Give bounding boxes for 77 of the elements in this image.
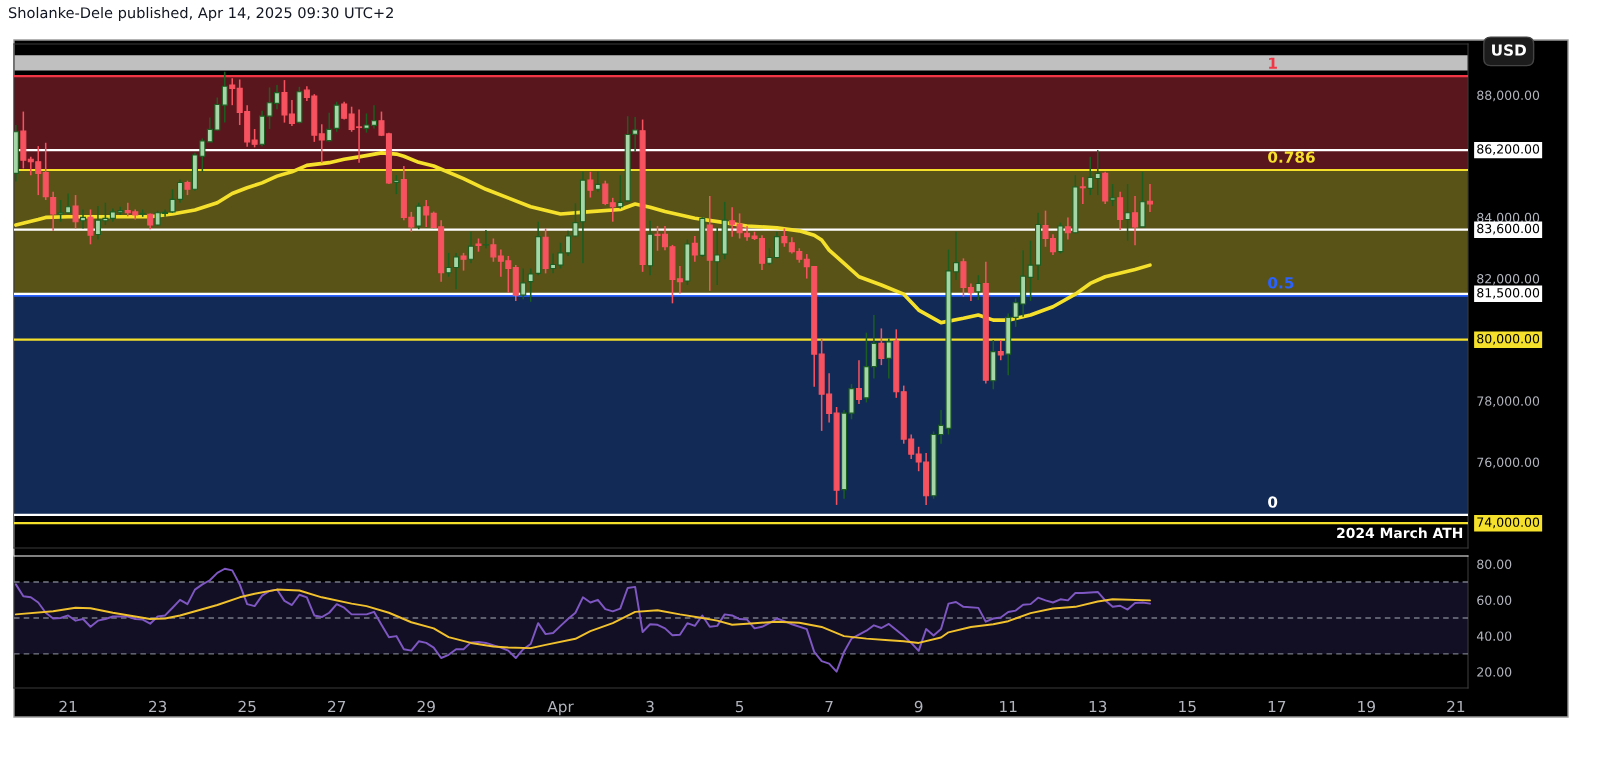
ref-line-label: 81,500.00 <box>1477 288 1540 299</box>
candlestick <box>1146 183 1153 213</box>
y-tick-label: 40.00 <box>1476 631 1512 641</box>
x-tick-label: 17 <box>1268 700 1286 713</box>
candlestick <box>482 229 489 250</box>
candlestick <box>975 274 982 301</box>
candlestick <box>997 339 1004 361</box>
annotation: 0.786 <box>1268 151 1315 163</box>
candlestick <box>423 199 430 228</box>
candlestick <box>1117 190 1124 231</box>
y-tick-label: 60.00 <box>1477 595 1512 605</box>
x-tick-label: 11 <box>1000 700 1017 713</box>
candlestick <box>326 112 333 143</box>
candlestick <box>1087 156 1094 196</box>
x-tick-label: 21 <box>1447 700 1465 713</box>
candlestick <box>878 327 885 366</box>
annotation: 0 <box>1268 496 1278 508</box>
candlestick <box>520 267 527 301</box>
candlestick <box>855 359 862 405</box>
candlestick <box>609 197 616 223</box>
y-tick-label: 76,000.00 <box>1477 457 1540 469</box>
x-tick-label: 7 <box>825 700 833 713</box>
candlestick <box>714 226 721 286</box>
x-tick-label: 15 <box>1179 700 1196 713</box>
x-tick-label: 29 <box>417 700 435 713</box>
candlestick <box>87 208 94 246</box>
candlestick <box>50 190 57 232</box>
x-tick-label: 5 <box>735 700 744 713</box>
annotation: 0.5 <box>1268 277 1294 289</box>
y-axis-title: USD <box>1492 44 1526 56</box>
candlestick <box>781 227 788 248</box>
candlestick <box>1079 176 1086 205</box>
annotation: 1 <box>1269 57 1277 69</box>
candlestick <box>691 235 698 263</box>
x-tick-label: 21 <box>59 700 77 713</box>
candlestick <box>1094 149 1101 196</box>
line-series <box>14 567 1151 673</box>
candlestick <box>617 174 624 210</box>
candlestick <box>1132 195 1139 246</box>
y-tick-label: 78,000.00 <box>1477 396 1540 408</box>
candlestick <box>587 171 594 199</box>
y-tick-label: 88,000.00 <box>1477 90 1540 102</box>
candlestick <box>602 179 609 206</box>
candlestick <box>318 123 325 164</box>
line-series <box>14 588 1151 650</box>
candlestick <box>72 194 79 230</box>
x-tick-label: 25 <box>238 700 256 713</box>
candlestick <box>333 101 340 133</box>
y-tick-label: 20.00 <box>1477 667 1512 677</box>
ref-line-label: 74,000.00 <box>1477 517 1540 529</box>
x-tick-label: 13 <box>1089 700 1107 713</box>
ref-line-label: 83,600.00 <box>1477 223 1540 235</box>
x-tick-label: 19 <box>1358 700 1375 713</box>
annotation: 2024 March ATH <box>1337 527 1463 539</box>
candlestick <box>1109 183 1116 207</box>
y-tick-label: 80.00 <box>1477 559 1512 570</box>
candlestick <box>1124 183 1131 242</box>
ref-line-label: 80,000.00 <box>1477 333 1540 345</box>
ref-line-label: 86,200.00 <box>1477 144 1540 156</box>
x-tick-label: 27 <box>328 700 346 713</box>
x-tick-label: 3 <box>646 700 654 713</box>
candlestick <box>221 71 228 124</box>
candlestick <box>393 174 400 195</box>
candlestick <box>415 201 422 231</box>
candlestick <box>251 128 258 149</box>
candlestick <box>1064 216 1071 241</box>
x-tick-label: Apr <box>547 700 574 716</box>
x-tick-label: 9 <box>914 700 923 713</box>
candlestick <box>229 77 236 106</box>
x-tick-label: 23 <box>149 700 167 713</box>
candlestick <box>467 231 475 265</box>
y-tick-label: 82,000.00 <box>1477 274 1540 285</box>
candlestick <box>594 171 601 193</box>
candlestick <box>885 337 892 380</box>
candlestick <box>490 237 497 263</box>
candlestick <box>79 208 87 230</box>
chart-title: Sholanke-Dele published, Apr 14, 2025 09:30 UTC+2 <box>8 6 393 22</box>
